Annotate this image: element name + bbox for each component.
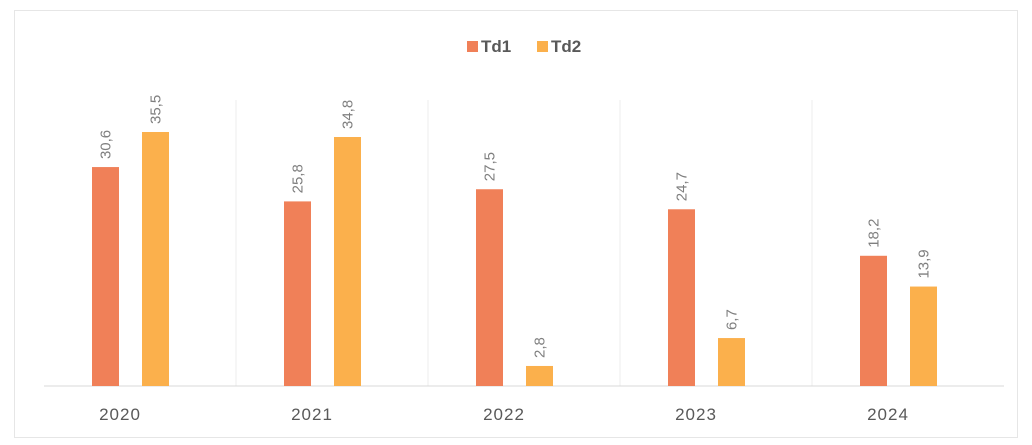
legend-swatch-td2	[537, 41, 548, 52]
legend-label-td2: Td2	[551, 37, 581, 56]
data-label-td1-2022: 27,5	[482, 152, 499, 181]
data-label-td2-2023: 6,7	[724, 309, 741, 330]
x-tick-label: 2022	[483, 405, 525, 424]
data-label-td1-2021: 25,8	[290, 164, 307, 193]
data-label-td1-2024: 18,2	[866, 219, 883, 248]
bar-td2-2023	[718, 338, 745, 386]
x-tick-label: 2024	[867, 405, 909, 424]
x-tick-label: 2021	[291, 405, 333, 424]
legend-label-td1: Td1	[481, 37, 511, 56]
data-label-td2-2020: 35,5	[148, 95, 165, 124]
data-label-td1-2020: 30,6	[98, 130, 115, 159]
bar-td1-2024	[860, 255, 887, 386]
bar-td1-2021	[284, 201, 311, 386]
legend-swatch-td1	[467, 41, 478, 52]
data-label-td2-2021: 34,8	[340, 100, 357, 129]
data-label-td2-2024: 13,9	[916, 249, 933, 278]
bar-td2-2022	[526, 365, 553, 386]
bar-td1-2020	[92, 167, 119, 386]
bar-td1-2022	[476, 189, 503, 386]
bar-td2-2020	[142, 132, 169, 386]
chart-frame	[14, 10, 1018, 438]
x-tick-label: 2020	[99, 405, 141, 424]
data-label-td2-2022: 2,8	[532, 337, 549, 358]
data-label-td1-2023: 24,7	[674, 172, 691, 201]
bar-td2-2024	[910, 286, 937, 386]
bar-td2-2021	[334, 137, 361, 386]
bar-td1-2023	[668, 209, 695, 386]
x-tick-label: 2023	[675, 405, 717, 424]
